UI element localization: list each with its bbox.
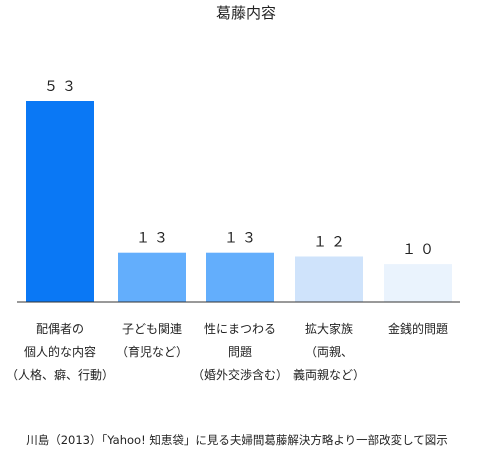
value-label-2: １３ bbox=[136, 231, 172, 247]
bar-4 bbox=[295, 256, 363, 302]
category-label-5-line-1: 金銭的問題 bbox=[388, 321, 448, 336]
category-label-4-line-1: 拡大家族 bbox=[305, 321, 353, 336]
category-label-1-line-2: 個人的な内容 bbox=[24, 344, 96, 359]
category-label-1-line-3: （人格、癖、行動） bbox=[6, 367, 114, 382]
category-label-1-line-1: 配偶者の bbox=[36, 322, 84, 336]
category-label-2-line-2: （育児など） bbox=[116, 344, 188, 359]
value-label-4: １２ bbox=[313, 234, 349, 250]
source-note: 川島（2013）「Yahoo! 知恵袋」に見る夫婦間葛藤解決方略より一部改変して… bbox=[26, 433, 448, 447]
bar-1 bbox=[26, 101, 94, 302]
value-label-5: １０ bbox=[402, 242, 438, 258]
category-label-4-line-2: （両親、 bbox=[305, 345, 353, 359]
category-label-3-line-2: 問題 bbox=[228, 345, 252, 359]
bar-2 bbox=[118, 252, 186, 302]
value-label-1: ５３ bbox=[44, 79, 80, 95]
category-label-4-line-3: 義両親など） bbox=[293, 367, 365, 382]
bars-group bbox=[26, 101, 452, 302]
bar-5 bbox=[384, 264, 452, 302]
bar-3 bbox=[206, 252, 274, 302]
category-label-2-line-1: 子ども関連 bbox=[122, 322, 182, 336]
value-labels-group: ５３ １３ １３ １２ １０ bbox=[44, 79, 438, 258]
chart-title: 葛藤内容 bbox=[216, 4, 276, 22]
category-label-3-line-1: 性にまつわる bbox=[204, 322, 276, 336]
category-label-3-line-3: （婚外交渉含む） bbox=[192, 367, 288, 382]
value-label-3: １３ bbox=[224, 231, 260, 247]
